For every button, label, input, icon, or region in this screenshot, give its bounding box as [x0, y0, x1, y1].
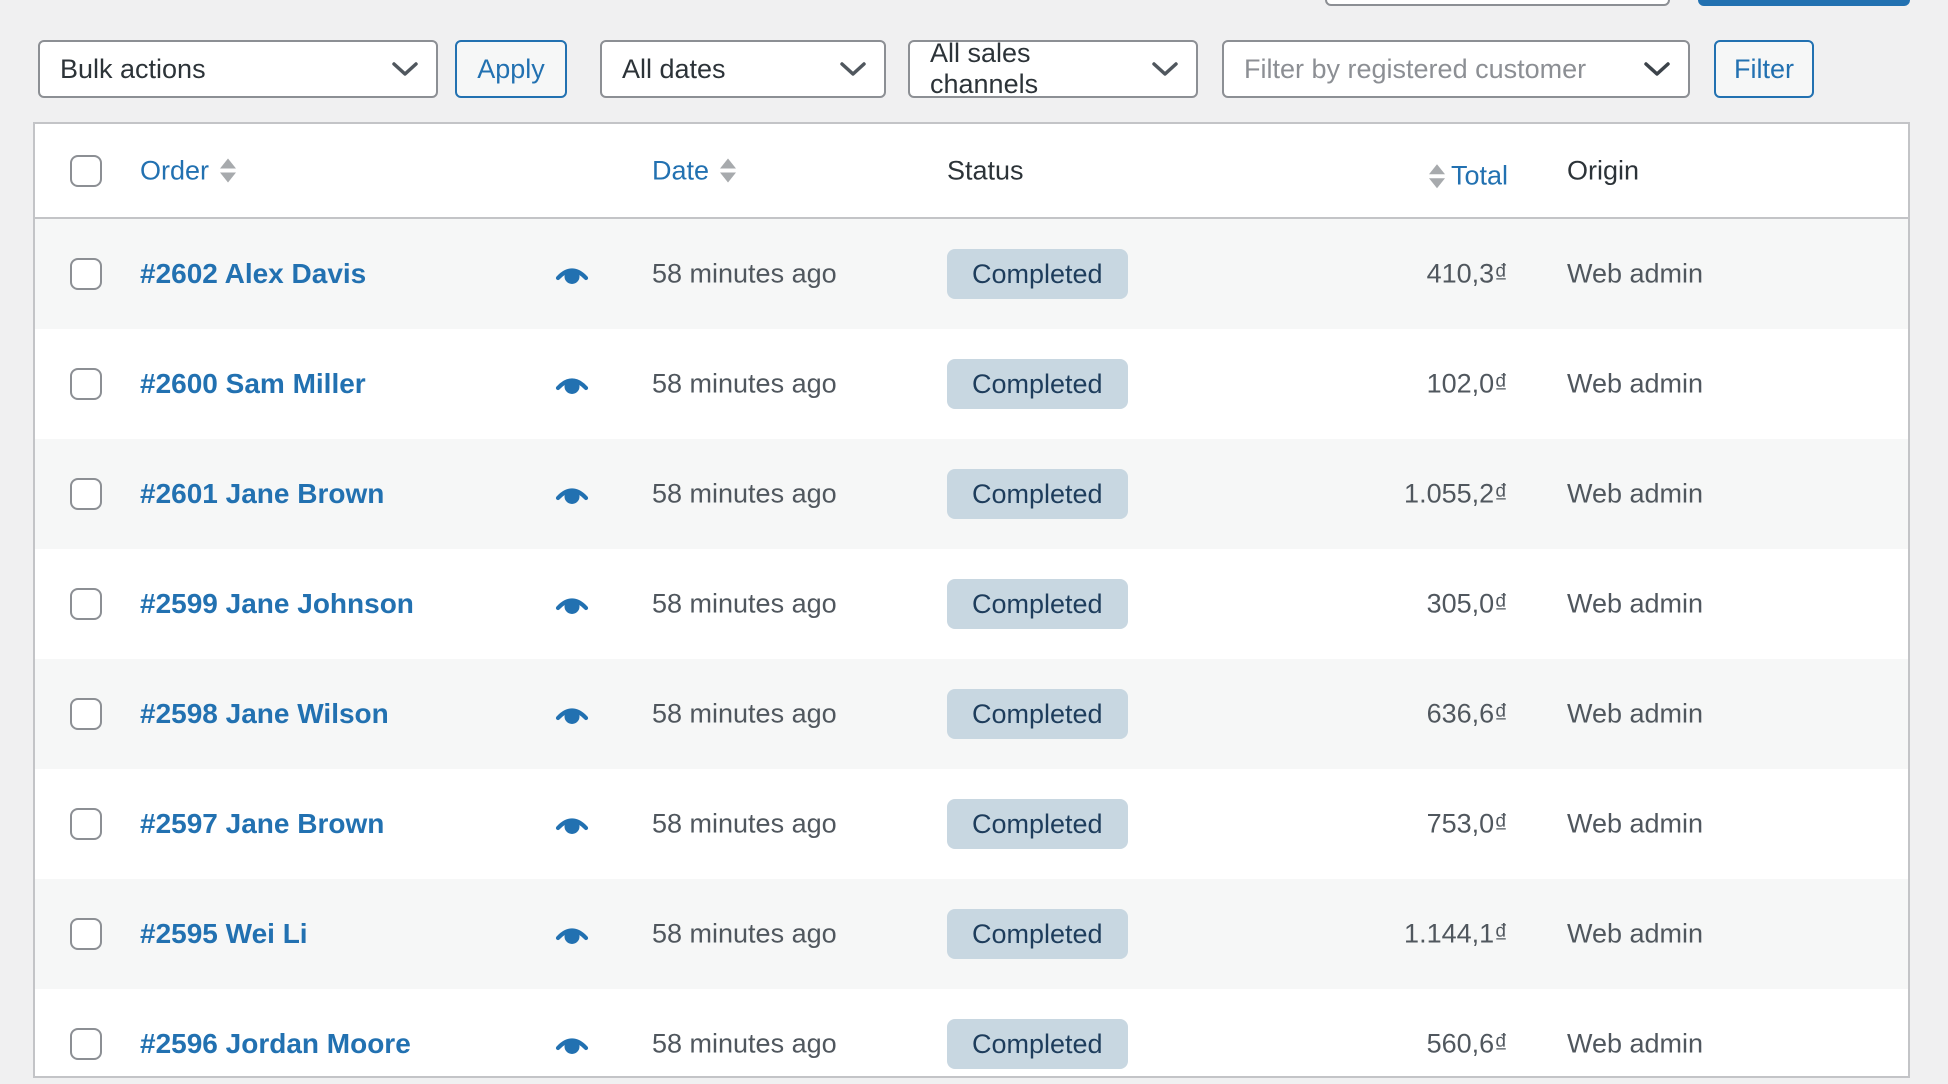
preview-eye-icon[interactable]	[555, 594, 589, 614]
table-row: #2599 Jane Johnson 58 minutes ago Comple…	[35, 549, 1908, 659]
preview-eye-icon[interactable]	[555, 374, 589, 394]
status-badge: Completed	[947, 359, 1128, 409]
row-checkbox[interactable]	[70, 258, 102, 290]
order-link[interactable]: #2596 Jordan Moore	[140, 1028, 411, 1060]
order-origin: Web admin	[1567, 259, 1703, 290]
order-total: 102,0₫	[1427, 369, 1508, 400]
order-link[interactable]: #2597 Jane Brown	[140, 808, 384, 840]
order-date: 58 minutes ago	[652, 699, 837, 730]
search-orders-button[interactable]	[1698, 0, 1910, 6]
status-badge: Completed	[947, 469, 1128, 519]
status-badge: Completed	[947, 249, 1128, 299]
row-checkbox[interactable]	[70, 368, 102, 400]
row-checkbox[interactable]	[70, 588, 102, 620]
order-total: 1.144,1₫	[1404, 919, 1508, 950]
row-checkbox[interactable]	[70, 698, 102, 730]
table-row: #2600 Sam Miller 58 minutes ago Complete…	[35, 329, 1908, 439]
row-checkbox[interactable]	[70, 1028, 102, 1060]
apply-button[interactable]: Apply	[455, 40, 567, 98]
orders-admin-screen: Bulk actions Apply All dates All sales c…	[0, 0, 1948, 1084]
orders-table-body: #2602 Alex Davis 58 minutes ago Complete…	[35, 219, 1908, 1078]
order-link[interactable]: #2600 Sam Miller	[140, 368, 366, 400]
status-badge: Completed	[947, 1019, 1128, 1069]
preview-eye-icon[interactable]	[555, 264, 589, 284]
orders-table: Order Date Status Total Origin	[33, 122, 1910, 1078]
apply-button-label: Apply	[477, 54, 545, 85]
table-row: #2595 Wei Li 58 minutes ago Completed 1.…	[35, 879, 1908, 989]
order-date: 58 minutes ago	[652, 919, 837, 950]
customer-filter-placeholder: Filter by registered customer	[1244, 54, 1586, 85]
bulk-actions-select[interactable]: Bulk actions	[38, 40, 438, 98]
preview-eye-icon[interactable]	[555, 1034, 589, 1054]
sales-channels-select[interactable]: All sales channels	[908, 40, 1198, 98]
order-date: 58 minutes ago	[652, 1029, 837, 1060]
row-checkbox[interactable]	[70, 478, 102, 510]
order-link[interactable]: #2601 Jane Brown	[140, 478, 384, 510]
order-total: 753,0₫	[1427, 809, 1508, 840]
all-dates-label: All dates	[622, 54, 726, 85]
order-date: 58 minutes ago	[652, 369, 837, 400]
table-row: #2598 Jane Wilson 58 minutes ago Complet…	[35, 659, 1908, 769]
bulk-actions-label: Bulk actions	[60, 54, 206, 85]
order-origin: Web admin	[1567, 1029, 1703, 1060]
order-link[interactable]: #2598 Jane Wilson	[140, 698, 389, 730]
order-date: 58 minutes ago	[652, 589, 837, 620]
preview-eye-icon[interactable]	[555, 704, 589, 724]
order-total: 1.055,2₫	[1404, 479, 1508, 510]
chevron-down-icon	[392, 61, 418, 77]
order-date: 58 minutes ago	[652, 259, 837, 290]
order-link[interactable]: #2595 Wei Li	[140, 918, 308, 950]
sort-arrows-icon	[220, 159, 236, 183]
table-row: #2602 Alex Davis 58 minutes ago Complete…	[35, 219, 1908, 329]
table-row: #2596 Jordan Moore 58 minutes ago Comple…	[35, 989, 1908, 1078]
order-origin: Web admin	[1567, 809, 1703, 840]
order-date: 58 minutes ago	[652, 809, 837, 840]
sales-channels-label: All sales channels	[930, 38, 1138, 100]
column-header-status: Status	[947, 155, 1024, 186]
chevron-down-icon	[840, 61, 866, 77]
customer-filter-select[interactable]: Filter by registered customer	[1222, 40, 1690, 98]
order-origin: Web admin	[1567, 589, 1703, 620]
preview-eye-icon[interactable]	[555, 484, 589, 504]
table-row: #2601 Jane Brown 58 minutes ago Complete…	[35, 439, 1908, 549]
order-total: 560,6₫	[1427, 1029, 1508, 1060]
order-total: 305,0₫	[1427, 589, 1508, 620]
order-date: 58 minutes ago	[652, 479, 837, 510]
order-origin: Web admin	[1567, 699, 1703, 730]
order-total: 410,3₫	[1427, 259, 1508, 290]
orders-table-header: Order Date Status Total Origin	[35, 124, 1908, 219]
sort-arrows-icon	[1429, 164, 1445, 188]
row-checkbox[interactable]	[70, 808, 102, 840]
sort-arrows-icon	[720, 159, 736, 183]
column-header-date[interactable]: Date	[652, 155, 736, 186]
column-header-order[interactable]: Order	[140, 155, 236, 186]
filter-button-label: Filter	[1734, 54, 1794, 85]
status-badge: Completed	[947, 799, 1128, 849]
all-dates-select[interactable]: All dates	[600, 40, 886, 98]
table-row: #2597 Jane Brown 58 minutes ago Complete…	[35, 769, 1908, 879]
order-link[interactable]: #2602 Alex Davis	[140, 258, 366, 290]
column-header-total[interactable]: Total	[1429, 160, 1508, 191]
status-badge: Completed	[947, 689, 1128, 739]
row-checkbox[interactable]	[70, 918, 102, 950]
preview-eye-icon[interactable]	[555, 924, 589, 944]
preview-eye-icon[interactable]	[555, 814, 589, 834]
order-origin: Web admin	[1567, 479, 1703, 510]
status-badge: Completed	[947, 909, 1128, 959]
select-all-checkbox[interactable]	[70, 155, 102, 187]
order-origin: Web admin	[1567, 919, 1703, 950]
search-orders-input[interactable]	[1325, 0, 1670, 6]
column-header-origin: Origin	[1567, 155, 1639, 186]
chevron-down-icon	[1644, 61, 1670, 77]
order-origin: Web admin	[1567, 369, 1703, 400]
order-link[interactable]: #2599 Jane Johnson	[140, 588, 414, 620]
filter-button[interactable]: Filter	[1714, 40, 1814, 98]
status-badge: Completed	[947, 579, 1128, 629]
chevron-down-icon	[1152, 61, 1178, 77]
order-total: 636,6₫	[1427, 699, 1508, 730]
